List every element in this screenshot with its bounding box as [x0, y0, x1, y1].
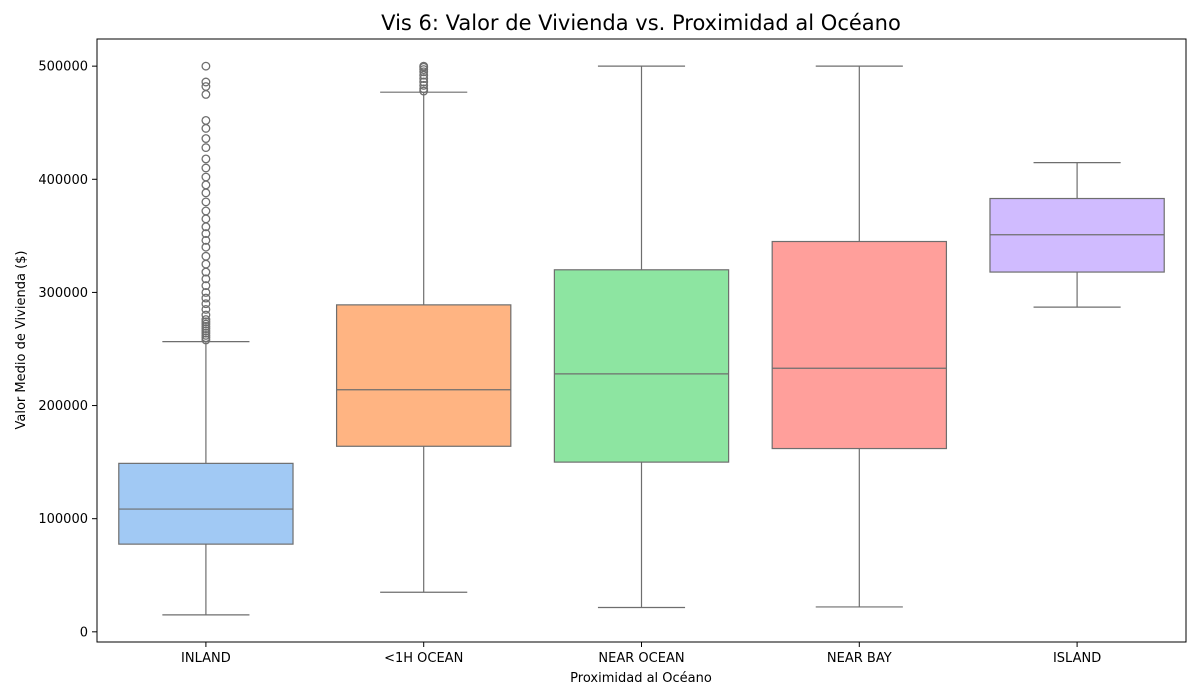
box-1h-ocean: [335, 61, 512, 593]
x-tick-label: INLAND: [181, 651, 231, 666]
outlier-point: [201, 299, 211, 309]
y-tick-label: 500000: [38, 60, 88, 75]
outlier-point: [201, 116, 211, 125]
outlier-point: [201, 293, 211, 303]
outlier-point: [201, 77, 211, 87]
outlier-point: [201, 163, 211, 173]
chart-title: Vis 6: Valor de Vivienda vs. Proximidad …: [381, 11, 901, 35]
outlier-point: [419, 77, 429, 87]
outlier-point: [419, 80, 429, 90]
y-tick-label: 0: [80, 625, 88, 640]
outlier-point: [419, 61, 429, 71]
outlier-point: [201, 315, 211, 325]
outlier-point: [201, 123, 211, 133]
x-axis: INLAND <1H OCEAN NEAR OCEAN NEAR BAY ISLAND: [181, 642, 1101, 666]
outlier-point: [201, 251, 211, 261]
outlier-point: [201, 229, 211, 239]
outlier-point: [201, 304, 211, 314]
x-tick-label: ISLAND: [1053, 651, 1101, 666]
x-axis-label: Proximidad al Océano: [570, 671, 712, 686]
outlier-point: [201, 89, 211, 99]
outlier-point: [201, 82, 211, 91]
x-tick-label: NEAR BAY: [827, 651, 892, 666]
y-tick-label: 400000: [38, 173, 88, 188]
outlier-point: [201, 235, 211, 245]
box-island: [989, 162, 1165, 308]
plot-area: [118, 61, 1165, 616]
outlier-point: [201, 134, 211, 144]
y-tick-label: 100000: [38, 512, 88, 527]
iqr-box: [335, 304, 512, 447]
iqr-box: [553, 269, 730, 463]
outlier-point: [201, 206, 211, 216]
outlier-point: [201, 259, 211, 269]
outlier-point: [201, 143, 211, 153]
outlier-point: [201, 61, 211, 71]
outlier-point: [201, 188, 211, 198]
y-tick-label: 300000: [38, 286, 88, 301]
y-tick-label: 200000: [38, 399, 88, 414]
outlier-point: [419, 74, 429, 84]
box-near-ocean: [553, 65, 730, 609]
outlier-point: [201, 154, 211, 164]
outlier-point: [201, 287, 211, 297]
outlier-point: [201, 310, 211, 320]
outlier-point: [201, 281, 211, 291]
x-tick-label: NEAR OCEAN: [598, 651, 684, 666]
outlier-point: [201, 242, 211, 252]
iqr-box: [771, 240, 948, 450]
outlier-point: [419, 84, 429, 94]
box-near-bay: [771, 65, 948, 608]
box-inland: [118, 61, 294, 616]
outlier-point: [201, 214, 211, 224]
outlier-point: [201, 197, 211, 207]
outlier-point: [201, 180, 211, 190]
x-tick-label: <1H OCEAN: [384, 651, 463, 666]
outlier-point: [201, 172, 211, 182]
outlier-point: [201, 274, 211, 284]
iqr-box: [118, 462, 294, 545]
y-axis-label: Valor Medio de Vivienda ($): [14, 251, 29, 430]
y-axis: 0 100000 200000 300000 400000 500000: [38, 60, 97, 640]
